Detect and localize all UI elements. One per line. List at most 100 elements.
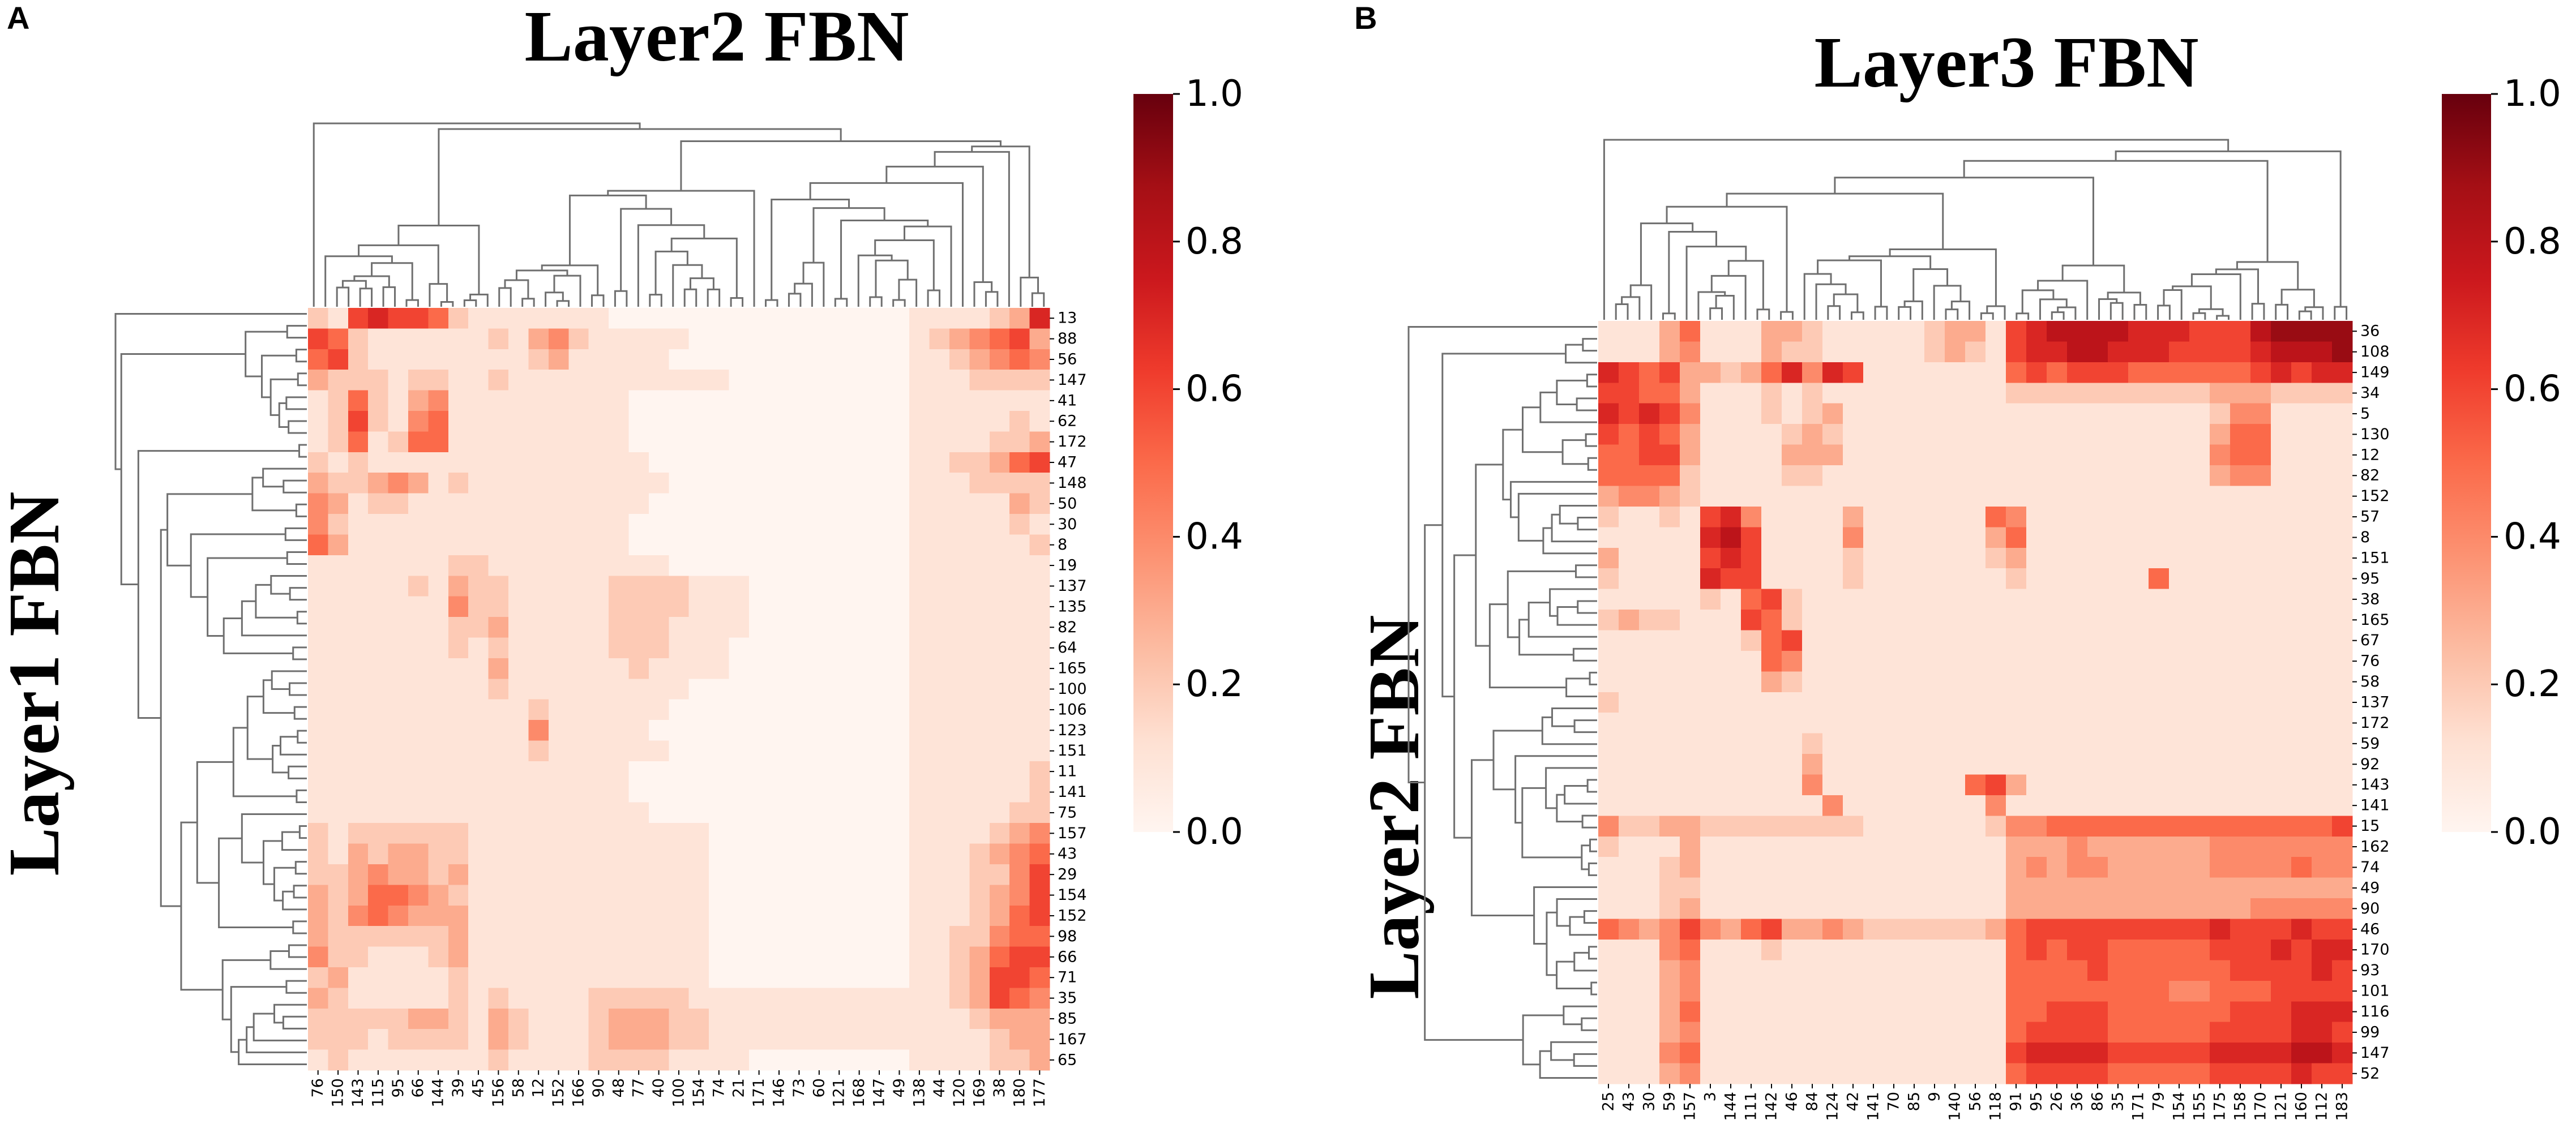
heatmap-cell xyxy=(1029,617,1050,638)
heatmap-cell xyxy=(1904,444,1925,466)
heatmap-cell xyxy=(428,864,449,885)
heatmap-cell xyxy=(308,1008,329,1030)
heatmap-cell xyxy=(2291,733,2312,754)
heatmap-cell xyxy=(1029,390,1050,411)
heatmap-cell xyxy=(969,761,990,782)
heatmap-cell xyxy=(909,905,930,927)
heatmap-cell xyxy=(1680,321,1701,342)
heatmap-cell xyxy=(1721,506,1741,527)
heatmap-cell xyxy=(2189,1063,2210,1084)
heatmap-cell xyxy=(588,802,609,824)
heatmap-cell xyxy=(568,720,589,741)
heatmap-cell xyxy=(1904,321,1925,342)
heatmap-cell xyxy=(1598,1022,1619,1043)
y-tick-label: 30 xyxy=(1058,516,1077,533)
heatmap-cell xyxy=(2250,836,2271,857)
heatmap-cell xyxy=(869,349,890,370)
heatmap-cell xyxy=(448,720,469,741)
heatmap-cell xyxy=(729,411,750,432)
heatmap-cell xyxy=(648,1029,669,1050)
y-tick-label: 62 xyxy=(1058,413,1077,430)
heatmap-cell xyxy=(949,946,970,968)
heatmap-cell xyxy=(1721,898,1741,920)
heatmap-cell xyxy=(869,740,890,762)
heatmap-cell xyxy=(969,452,990,473)
heatmap-cell xyxy=(2087,403,2108,424)
heatmap-cell xyxy=(769,596,790,617)
heatmap-cell xyxy=(809,349,830,370)
heatmap-cell xyxy=(1009,328,1030,350)
heatmap-cell xyxy=(1965,341,1986,363)
heatmap-cell xyxy=(1598,877,1619,899)
heatmap-cell xyxy=(849,720,870,741)
heatmap-cell xyxy=(1843,424,1864,445)
row-dendrogram xyxy=(246,696,273,760)
heatmap-cell xyxy=(909,802,930,824)
heatmap-cell xyxy=(1741,919,1762,940)
heatmap-cell xyxy=(869,843,890,865)
heatmap-cell xyxy=(1924,341,1945,363)
column-dendrogram xyxy=(1780,311,1794,320)
colorbar-tick-label: 0.8 xyxy=(1186,221,1243,263)
heatmap-cell xyxy=(2149,733,2170,754)
heatmap-cell xyxy=(1965,692,1986,713)
heatmap-cell xyxy=(1680,610,1701,631)
heatmap-cell xyxy=(1619,486,1640,507)
heatmap-cell xyxy=(829,1008,850,1030)
heatmap-cell xyxy=(2067,1001,2088,1023)
heatmap-cell xyxy=(2026,733,2047,754)
heatmap-cell xyxy=(628,761,649,782)
heatmap-cell xyxy=(729,946,750,968)
heatmap-cell xyxy=(2149,568,2170,590)
heatmap-cell xyxy=(588,452,609,473)
heatmap-cell xyxy=(2149,444,2170,466)
heatmap-cell xyxy=(969,658,990,679)
heatmap-cell xyxy=(2047,960,2068,981)
heatmap-cell xyxy=(2047,816,2068,837)
heatmap-cell xyxy=(2026,960,2047,981)
heatmap-cell xyxy=(508,596,529,617)
heatmap-cell xyxy=(849,823,870,844)
heatmap-cell xyxy=(348,1029,369,1050)
heatmap-cell xyxy=(688,720,709,741)
heatmap-cell xyxy=(2067,754,2088,775)
heatmap-cell xyxy=(669,411,690,432)
heatmap-cell xyxy=(989,596,1010,617)
heatmap-cell xyxy=(709,349,730,370)
heatmap-cell xyxy=(2108,733,2129,754)
y-tick-label: 85 xyxy=(1058,1010,1077,1027)
heatmap-cell xyxy=(2312,733,2333,754)
heatmap-cell xyxy=(2250,877,2271,899)
heatmap-cell xyxy=(328,864,349,885)
heatmap-cell xyxy=(508,761,529,782)
column-dendrogram xyxy=(1756,308,1770,320)
heatmap-cell xyxy=(568,823,589,844)
heatmap-cell xyxy=(1945,857,1966,878)
column-dendrogram xyxy=(440,301,454,307)
heatmap-cell xyxy=(2087,857,2108,878)
heatmap-cell xyxy=(2026,650,2047,672)
heatmap-cell xyxy=(1945,960,1966,981)
panel-label: B xyxy=(1354,0,1377,36)
heatmap-cell xyxy=(1639,321,1660,342)
heatmap-cell xyxy=(1904,1063,1925,1084)
heatmap-cell xyxy=(1639,1022,1660,1043)
heatmap-cell xyxy=(2210,857,2231,878)
heatmap-cell xyxy=(1721,610,1741,631)
heatmap-cell xyxy=(408,493,429,514)
heatmap-cell xyxy=(408,431,429,453)
heatmap-cell xyxy=(1782,960,1803,981)
heatmap-cell xyxy=(2047,650,2068,672)
heatmap-cell xyxy=(408,761,429,782)
heatmap-cell xyxy=(468,596,489,617)
heatmap-cell xyxy=(1741,424,1762,445)
heatmap-cell xyxy=(1680,939,1701,961)
heatmap-cell xyxy=(1659,650,1680,672)
heatmap-cell xyxy=(328,926,349,947)
heatmap-cell xyxy=(468,617,489,638)
row-dendrogram xyxy=(297,730,307,744)
heatmap-cell xyxy=(1904,650,1925,672)
heatmap-cell xyxy=(2169,506,2190,527)
heatmap-cell xyxy=(929,473,950,494)
heatmap-cell xyxy=(2210,341,2231,363)
